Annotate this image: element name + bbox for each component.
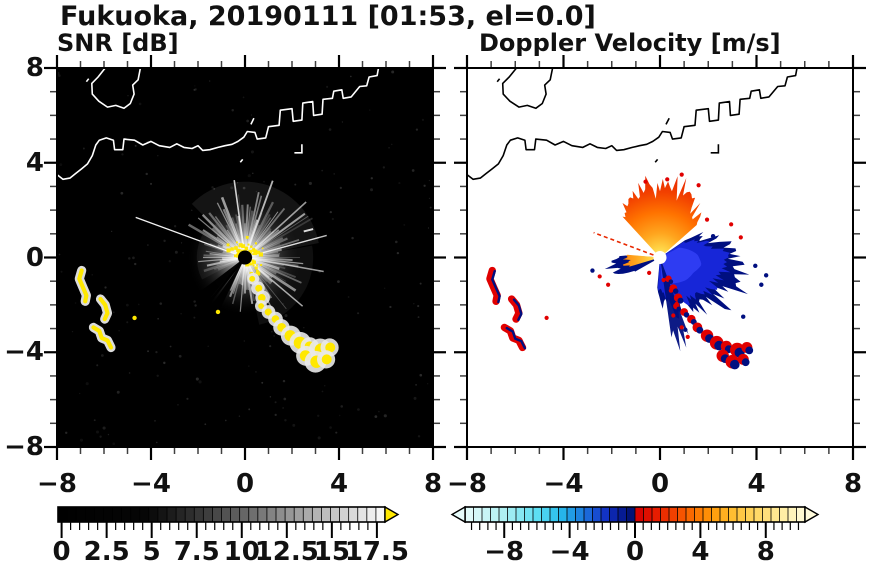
x-tick-label: 0 <box>650 469 670 499</box>
figure-title: Fukuoka, 20190111 [01:53, el=0.0] <box>60 1 596 32</box>
colorbar-tick-label: 5 <box>142 537 161 567</box>
x-tick-label: −8 <box>37 469 77 499</box>
y-tick-label: 8 <box>25 53 44 83</box>
colorbar-tick-label: 8 <box>756 537 775 567</box>
colorbar-tick-label: 4 <box>691 537 710 567</box>
colorbar-tick-label: −4 <box>549 537 590 567</box>
colorbar-tick-label: 2.5 <box>83 537 130 567</box>
colorbar-tick-label: 17.5 <box>344 537 409 567</box>
colorbar-tick-label: 0 <box>52 537 71 567</box>
doppler-colorbar <box>450 505 820 538</box>
colorbar-tick-label: −8 <box>484 537 525 567</box>
y-tick-label: −8 <box>4 432 44 462</box>
y-tick-label: −4 <box>4 337 44 368</box>
y-tick-label: 0 <box>25 242 44 273</box>
snr-plot <box>44 55 446 460</box>
x-tick-label: 4 <box>747 469 766 499</box>
colorbar-tick-label: 0 <box>625 537 645 567</box>
snr-panel-title: SNR [dB] <box>57 29 179 57</box>
x-tick-label: 4 <box>329 469 349 499</box>
x-tick-label: −4 <box>543 469 584 499</box>
colorbar-tick-label: 7.5 <box>173 537 220 567</box>
x-tick-label: 8 <box>423 469 443 499</box>
x-tick-label: 8 <box>843 469 863 499</box>
x-tick-label: −8 <box>447 469 487 499</box>
y-tick-label: 4 <box>25 147 44 178</box>
snr-colorbar <box>57 505 400 538</box>
colorbar-tick-label: 10 <box>223 537 260 567</box>
colorbar-tick-label: 15 <box>313 537 350 567</box>
colorbar-tick-label: 12.5 <box>254 537 319 567</box>
doppler-panel-title: Doppler Velocity [m/s] <box>479 29 781 57</box>
x-tick-label: −4 <box>131 469 171 499</box>
x-tick-label: 0 <box>235 469 255 499</box>
doppler-plot <box>454 55 866 460</box>
